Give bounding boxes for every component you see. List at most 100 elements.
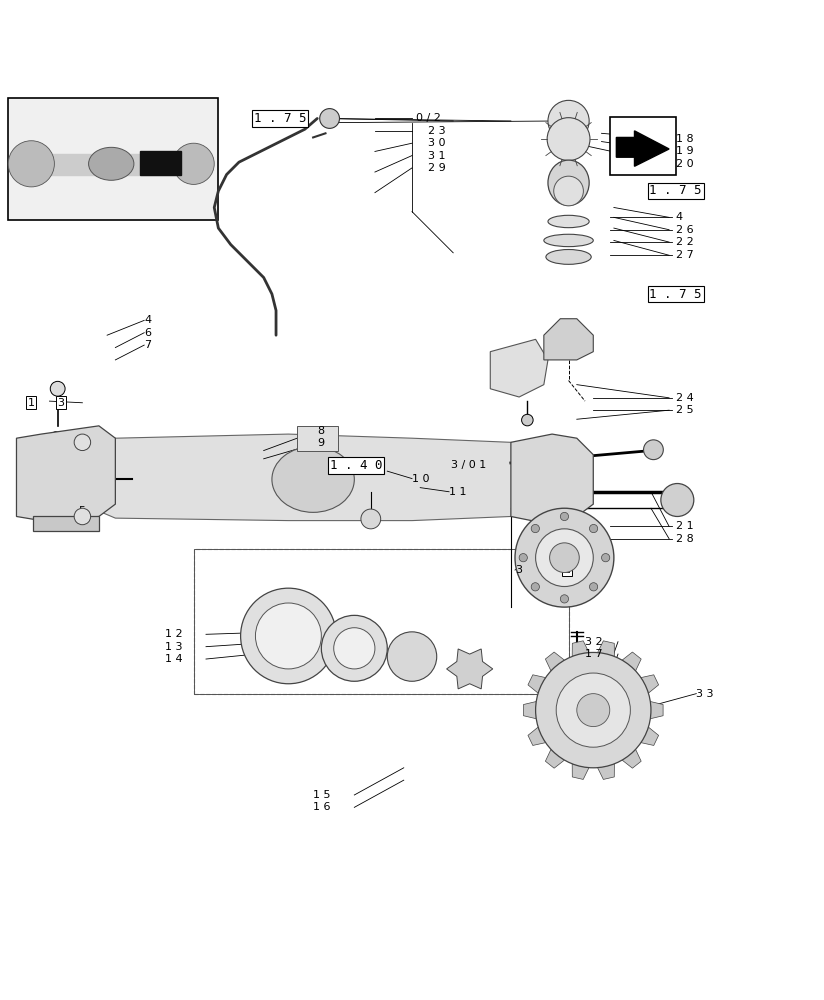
Text: 2 6: 2 6 bbox=[676, 225, 693, 235]
Text: 1 2: 1 2 bbox=[165, 629, 182, 639]
Text: 1 . 7 5: 1 . 7 5 bbox=[649, 184, 702, 198]
Text: 2 5: 2 5 bbox=[676, 405, 693, 415]
Text: 2 1: 2 1 bbox=[676, 521, 693, 531]
Circle shape bbox=[589, 583, 597, 591]
Text: 0 / 2: 0 / 2 bbox=[416, 113, 441, 123]
Text: 2 0: 2 0 bbox=[676, 159, 693, 169]
Circle shape bbox=[536, 529, 593, 587]
Polygon shape bbox=[616, 131, 669, 166]
Circle shape bbox=[589, 524, 597, 533]
Ellipse shape bbox=[272, 446, 354, 512]
Polygon shape bbox=[641, 675, 658, 693]
Circle shape bbox=[531, 524, 540, 533]
Circle shape bbox=[321, 615, 387, 681]
Circle shape bbox=[51, 432, 61, 441]
Bar bbox=[8, 98, 218, 220]
Text: 3 3: 3 3 bbox=[696, 689, 714, 699]
Polygon shape bbox=[33, 516, 99, 531]
Ellipse shape bbox=[548, 215, 589, 228]
Polygon shape bbox=[622, 749, 641, 768]
Text: 4: 4 bbox=[144, 315, 152, 325]
Circle shape bbox=[334, 628, 375, 669]
Polygon shape bbox=[572, 641, 589, 656]
Polygon shape bbox=[523, 702, 536, 719]
Ellipse shape bbox=[544, 234, 593, 247]
Text: 3 / 0 1: 3 / 0 1 bbox=[451, 460, 486, 470]
Text: 1 8: 1 8 bbox=[676, 134, 693, 144]
Polygon shape bbox=[545, 749, 564, 768]
Circle shape bbox=[550, 543, 579, 573]
Circle shape bbox=[560, 512, 569, 521]
Text: 1 3: 1 3 bbox=[165, 642, 182, 652]
Polygon shape bbox=[544, 319, 593, 360]
Text: 2: 2 bbox=[564, 565, 570, 575]
Circle shape bbox=[8, 141, 54, 187]
Text: 1 . 7 5: 1 . 7 5 bbox=[254, 112, 307, 125]
Text: 3: 3 bbox=[58, 398, 64, 408]
Circle shape bbox=[531, 583, 540, 591]
Circle shape bbox=[522, 414, 533, 426]
Text: 2 8: 2 8 bbox=[676, 534, 694, 544]
Polygon shape bbox=[650, 702, 663, 719]
Text: 3 2: 3 2 bbox=[585, 637, 602, 647]
Text: 1 . 7 5: 1 . 7 5 bbox=[649, 288, 702, 300]
Polygon shape bbox=[528, 675, 545, 693]
Polygon shape bbox=[545, 652, 564, 671]
Circle shape bbox=[515, 508, 614, 607]
Text: 1: 1 bbox=[28, 398, 35, 408]
Text: 1 6: 1 6 bbox=[313, 802, 330, 812]
Circle shape bbox=[554, 176, 583, 206]
Text: 8: 8 bbox=[317, 426, 325, 436]
Text: 1 9: 1 9 bbox=[676, 146, 693, 156]
Circle shape bbox=[661, 484, 694, 516]
Text: 6: 6 bbox=[144, 328, 151, 338]
Circle shape bbox=[519, 554, 527, 562]
Bar bbox=[297, 426, 338, 451]
Polygon shape bbox=[597, 641, 615, 656]
Circle shape bbox=[241, 588, 336, 684]
Circle shape bbox=[577, 694, 610, 727]
Text: 5: 5 bbox=[78, 506, 85, 516]
Circle shape bbox=[602, 554, 610, 562]
Text: 2 2: 2 2 bbox=[676, 237, 694, 247]
Text: 2 3: 2 3 bbox=[428, 126, 446, 136]
Text: 3 1: 3 1 bbox=[428, 151, 446, 161]
Text: 1 4: 1 4 bbox=[165, 654, 182, 664]
Text: 2 4: 2 4 bbox=[676, 393, 694, 403]
Circle shape bbox=[547, 118, 590, 161]
Ellipse shape bbox=[545, 250, 591, 264]
Polygon shape bbox=[140, 151, 181, 175]
Polygon shape bbox=[490, 339, 548, 397]
Circle shape bbox=[320, 109, 339, 128]
Polygon shape bbox=[641, 727, 658, 745]
Circle shape bbox=[536, 652, 651, 768]
Ellipse shape bbox=[548, 160, 589, 205]
Text: 7: 7 bbox=[144, 340, 152, 350]
Text: 1 7: 1 7 bbox=[585, 649, 602, 659]
Text: 3: 3 bbox=[515, 565, 522, 575]
Circle shape bbox=[50, 381, 65, 396]
Circle shape bbox=[173, 143, 214, 184]
Bar bbox=[194, 549, 569, 694]
Text: 9: 9 bbox=[317, 438, 325, 448]
Polygon shape bbox=[511, 434, 593, 525]
Polygon shape bbox=[528, 727, 545, 745]
Text: 2 7: 2 7 bbox=[676, 250, 694, 260]
Text: 3 0: 3 0 bbox=[428, 138, 446, 148]
Text: 1 5: 1 5 bbox=[313, 790, 330, 800]
Circle shape bbox=[255, 603, 321, 669]
Polygon shape bbox=[82, 434, 536, 521]
Polygon shape bbox=[622, 652, 641, 671]
Text: 1 0: 1 0 bbox=[412, 474, 429, 484]
Text: 4: 4 bbox=[676, 212, 683, 222]
Bar bbox=[194, 549, 569, 694]
Ellipse shape bbox=[89, 147, 134, 180]
Text: 2 9: 2 9 bbox=[428, 163, 447, 173]
Circle shape bbox=[387, 632, 437, 681]
Text: 1 1: 1 1 bbox=[449, 487, 466, 497]
Polygon shape bbox=[16, 426, 115, 521]
Circle shape bbox=[556, 673, 630, 747]
Polygon shape bbox=[447, 649, 493, 689]
Polygon shape bbox=[572, 764, 589, 779]
Circle shape bbox=[548, 100, 589, 142]
